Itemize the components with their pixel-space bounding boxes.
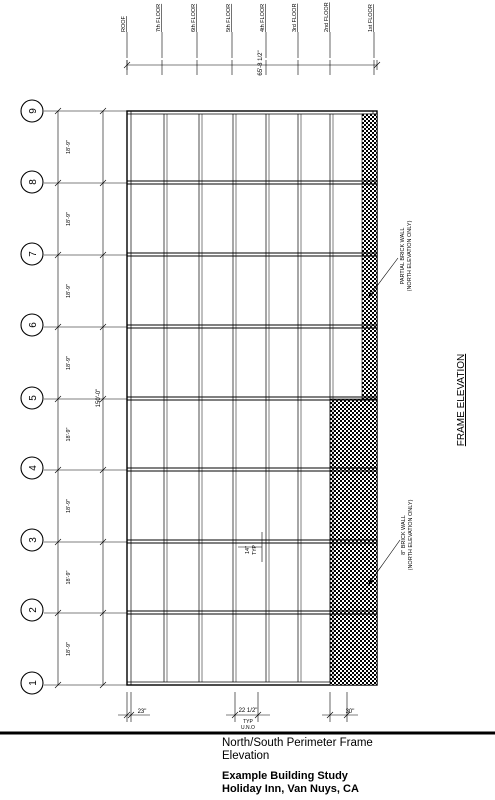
grid-bubble	[20, 528, 44, 552]
grid-bubble-label: 5	[28, 395, 39, 401]
partial-brick-wall-upper	[361, 113, 378, 400]
floor-label: ROOF	[121, 15, 127, 32]
brick-wall-note-line2: (NORTH ELEVATION ONLY)	[408, 499, 414, 570]
floor-label: 3rd FLOOR	[292, 4, 298, 32]
grid-bubbles: 1 2 3 4 5 6 7 8 9	[20, 99, 44, 695]
column-spacing-typ: TYP	[252, 544, 258, 554]
bay-dimension-tick	[54, 179, 62, 187]
brick-wall-lower	[329, 398, 378, 686]
total-length-label: 150'-0"	[96, 389, 102, 408]
bay-dimension-tick	[54, 466, 62, 474]
project-title-line2: Holiday Inn, Van Nuys, CA	[222, 782, 359, 795]
drawing-subtitle: North/South Perimeter Frame Elevation	[222, 737, 373, 763]
bay-dimension-tick	[54, 251, 62, 259]
bay-dimension-label: 18'-9"	[66, 427, 72, 441]
view-title: FRAME ELEVATION	[456, 354, 467, 446]
grid-bubble-label: 4	[28, 465, 39, 471]
bay-dimension-tick	[54, 538, 62, 546]
bay-dimension-tick	[54, 395, 62, 403]
brick-wall-note-line1: 8" BRICK WALL	[401, 515, 407, 555]
drawing-subtitle-line1: North/South Perimeter Frame	[222, 737, 373, 749]
bottom-dim-2-uno: U.N.O	[241, 725, 255, 731]
bay-dimension-label: 18'-9"	[66, 356, 72, 370]
project-title: Example Building Study Holiday Inn, Van …	[222, 770, 359, 795]
bay-dimension-label: 18'-9"	[66, 642, 72, 656]
bay-dimension-label: 18'-9"	[66, 499, 72, 513]
bay-dimension-tick	[54, 609, 62, 617]
grid-bubble-label: 7	[28, 251, 39, 257]
floor-label: 6th FLOOR	[191, 4, 197, 32]
floor-label: 2nd FLOOR	[324, 2, 330, 32]
grid-bubble	[20, 313, 44, 337]
partial-brick-wall-note-line2: (NORTH ELEVATION ONLY)	[407, 220, 413, 291]
grid-bubble	[20, 671, 44, 695]
bottom-dim-2-typ: TYP	[243, 719, 253, 725]
grid-bubble-label: 8	[28, 179, 39, 185]
bay-dimension-label: 18'-9"	[66, 570, 72, 584]
bottom-dim-1: 23"	[138, 709, 147, 715]
bottom-dimension-lines	[118, 692, 358, 722]
floor-lines	[163, 114, 334, 682]
bay-dimension-tick	[54, 107, 62, 115]
partial-brick-wall-note: PARTIAL BRICK WALL (NORTH ELEVATION ONLY…	[367, 220, 413, 299]
grid-bubble	[20, 170, 44, 194]
floor-label: 4th FLOOR	[260, 4, 266, 32]
floor-label: 7th FLOOR	[156, 4, 162, 32]
height-dimension	[123, 60, 381, 70]
partial-brick-wall-note-line1: PARTIAL BRICK WALL	[400, 228, 406, 285]
column-spacing-note: 14" TYP	[238, 532, 263, 562]
bottom-dim-2: 22 1/2"	[239, 708, 258, 714]
project-title-line1: Example Building Study	[222, 770, 348, 782]
grid-lines	[44, 110, 377, 686]
grid-bubble	[20, 456, 44, 480]
floor-label: 1st FLOOR	[368, 4, 374, 32]
bottom-dim-3: 30"	[346, 709, 355, 715]
bay-dimension-tick	[54, 323, 62, 331]
brick-wall-note: 8" BRICK WALL (NORTH ELEVATION ONLY)	[367, 499, 414, 586]
grid-bubble-label: 3	[28, 537, 39, 543]
grid-bubble-label: 9	[28, 108, 39, 114]
bay-dimension-tick	[54, 681, 62, 689]
grid-bubble-label: 2	[28, 607, 39, 613]
grid-bubble	[20, 99, 44, 123]
height-dimension-label: 65'-8 1/2"	[258, 50, 264, 75]
column-spacing-value: 14"	[245, 546, 251, 554]
floor-labels: ROOF 7th FLOOR 6th FLOOR 5th FLOOR 4th FLOOR…	[121, 2, 375, 75]
bay-dimension-label: 18'-9"	[66, 212, 72, 226]
grid-bubble	[20, 598, 44, 622]
grid-bubble-label: 6	[28, 322, 39, 328]
bay-dimension-label: 18'-9"	[66, 140, 72, 154]
brick-infill	[329, 113, 378, 686]
grid-bubble	[20, 386, 44, 410]
grid-bubble-label: 1	[28, 680, 39, 686]
grid-bubble	[20, 242, 44, 266]
bay-dimension-label: 18'-9"	[66, 284, 72, 298]
floor-label: 5th FLOOR	[226, 4, 232, 32]
drawing-subtitle-line2: Elevation	[222, 750, 270, 762]
